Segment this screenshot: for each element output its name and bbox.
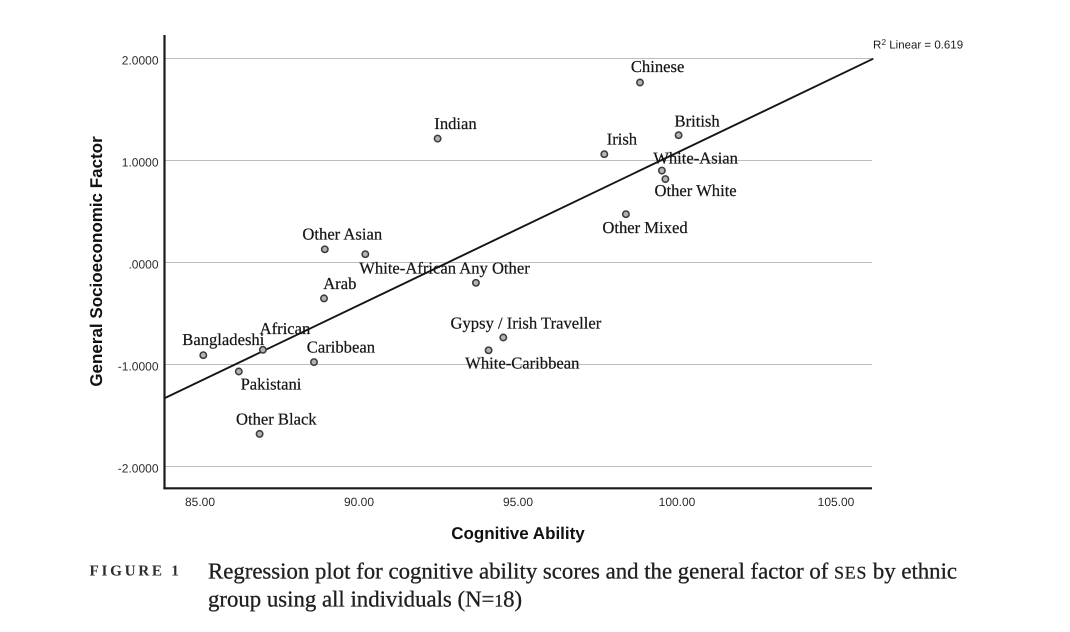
svg-text:Other Black: Other Black: [236, 410, 317, 429]
svg-text:Arab: Arab: [323, 274, 356, 293]
svg-text:Indian: Indian: [434, 114, 477, 133]
svg-text:Caribbean: Caribbean: [307, 338, 376, 357]
svg-text:group using all individuals (N: group using all individuals (N=18): [208, 587, 522, 612]
svg-text:Irish: Irish: [607, 130, 638, 149]
svg-text:105.00: 105.00: [818, 495, 855, 509]
svg-text:FIGURE 1: FIGURE 1: [90, 563, 182, 580]
svg-text:2.0000: 2.0000: [122, 53, 159, 67]
svg-text:White-Asian: White-Asian: [653, 149, 738, 168]
svg-text:African: African: [260, 319, 311, 338]
svg-text:Bangladeshi: Bangladeshi: [182, 330, 264, 349]
svg-text:Other White: Other White: [655, 181, 737, 200]
svg-text:White-Caribbean: White-Caribbean: [465, 354, 580, 373]
svg-text:85.00: 85.00: [185, 495, 215, 509]
svg-text:-1.0000: -1.0000: [118, 359, 159, 373]
svg-text:British: British: [675, 112, 721, 131]
svg-text:90.00: 90.00: [344, 495, 374, 509]
svg-text:Gypsy / Irish Traveller: Gypsy / Irish Traveller: [451, 313, 602, 332]
svg-text:R2 Linear = 0.619: R2 Linear = 0.619: [873, 37, 963, 52]
svg-text:Other Mixed: Other Mixed: [602, 218, 688, 237]
svg-text:Cognitive Ability: Cognitive Ability: [451, 524, 585, 543]
svg-text:General Socioeconomic Factor: General Socioeconomic Factor: [87, 136, 106, 387]
svg-text:Regression plot for cognitive: Regression plot for cognitive ability sc…: [208, 559, 957, 584]
svg-text:Pakistani: Pakistani: [241, 374, 302, 393]
svg-text:1.0000: 1.0000: [122, 155, 159, 169]
svg-text:Chinese: Chinese: [631, 57, 684, 76]
svg-text:.0000: .0000: [128, 257, 158, 271]
svg-text:Other Asian: Other Asian: [302, 225, 382, 244]
svg-text:95.00: 95.00: [503, 495, 533, 509]
svg-text:White-African Any Other: White-African Any Other: [359, 258, 530, 277]
svg-text:-2.0000: -2.0000: [118, 461, 159, 475]
svg-text:100.00: 100.00: [659, 495, 696, 509]
